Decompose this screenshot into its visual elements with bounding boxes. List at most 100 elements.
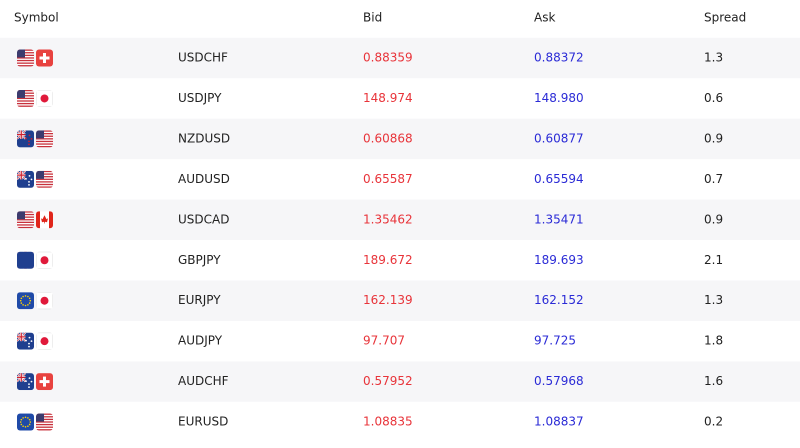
row-background	[0, 118, 800, 160]
canton	[17, 89, 25, 98]
flag-icon	[17, 373, 34, 391]
star	[20, 297, 23, 300]
bg	[17, 292, 34, 310]
ask-price: 162.152	[534, 293, 584, 307]
bid-price: 1.08835	[363, 415, 413, 429]
flag-body	[36, 332, 53, 350]
star	[30, 138, 33, 140]
header-cell: Spread	[704, 11, 746, 25]
star	[28, 143, 30, 146]
star	[28, 336, 31, 339]
stripe	[17, 59, 34, 62]
flag-icon	[36, 130, 53, 148]
star	[20, 418, 23, 421]
symbol: USDCAD	[178, 212, 229, 226]
star	[28, 297, 31, 300]
flag-icon	[36, 373, 53, 391]
sun	[40, 296, 49, 305]
stripe	[17, 219, 34, 221]
star	[28, 302, 31, 304]
spread: 0.7	[704, 172, 723, 186]
stripe	[36, 176, 53, 178]
stripe	[17, 54, 34, 56]
table-row: AUDCHF 0.57952 0.57968 1.6	[0, 361, 800, 402]
flag-icon	[36, 211, 53, 229]
stripe	[17, 89, 34, 92]
flag-body	[17, 211, 34, 229]
bid-price: 97.707	[363, 334, 405, 348]
flag-icon	[17, 89, 34, 107]
flag-body	[36, 170, 53, 188]
row-background	[0, 280, 800, 321]
union-jack	[17, 170, 27, 180]
stripe	[17, 100, 34, 102]
star	[28, 140, 30, 143]
spread: 1.6	[704, 374, 723, 388]
ask-price: 1.35471	[534, 212, 584, 226]
star	[24, 426, 27, 428]
table-row: USDJPY 148.974 148.980 0.6	[17, 89, 723, 107]
canton	[36, 170, 44, 179]
table-row: USDCHF 0.88359 0.88372 1.3	[0, 37, 800, 79]
spread: 1.3	[704, 51, 723, 65]
star	[28, 174, 31, 177]
symbol: USDJPY	[178, 91, 222, 105]
sun	[40, 256, 49, 265]
ask-price: 148.980	[534, 91, 584, 105]
flag-body	[36, 49, 53, 67]
flag-icon	[17, 49, 34, 67]
star	[19, 299, 22, 302]
flag-body	[17, 292, 34, 310]
stripe	[36, 418, 53, 421]
flag-icon	[36, 89, 53, 107]
stripe	[36, 416, 53, 418]
stripe	[36, 413, 53, 415]
stripe	[17, 213, 34, 216]
star	[27, 304, 29, 306]
symbol: EURUSD	[178, 415, 228, 429]
symbol: AUDCHF	[178, 374, 229, 388]
star	[28, 180, 30, 183]
star	[22, 417, 24, 419]
flag-icon	[36, 170, 53, 188]
flag-icon	[17, 211, 34, 229]
flag-body	[17, 413, 34, 431]
star	[28, 418, 31, 421]
table-row: NZDUSD 0.60868 0.60877 0.9	[0, 118, 800, 160]
flag-body	[17, 170, 34, 188]
union-jack	[17, 332, 27, 342]
table-row: AUDUSD 0.65587 0.65594 0.7	[17, 170, 723, 188]
star	[28, 345, 30, 348]
star	[28, 377, 31, 379]
canton	[36, 413, 44, 422]
stripe	[36, 181, 53, 183]
star	[28, 423, 31, 426]
stripe	[17, 92, 34, 94]
star	[28, 342, 30, 345]
star	[22, 295, 24, 298]
stripe	[36, 143, 53, 145]
flag-body	[17, 332, 34, 350]
symbol: AUDJPY	[178, 334, 223, 348]
spread: 0.9	[704, 131, 723, 145]
flag-icon	[36, 292, 53, 310]
flag-body	[36, 251, 53, 269]
bid-price: 0.65587	[363, 172, 413, 186]
bid-price: 0.60868	[363, 131, 413, 145]
stripe	[17, 221, 34, 223]
flag-icon	[36, 332, 53, 350]
star	[24, 416, 27, 419]
cross	[17, 332, 26, 342]
star	[19, 421, 22, 423]
flag-body	[36, 413, 53, 431]
symbol: GBPJPY	[178, 253, 221, 267]
star	[30, 340, 33, 343]
band	[49, 211, 53, 229]
stripe	[17, 49, 34, 51]
bid-price: 1.35462	[363, 212, 413, 226]
flag-body	[17, 49, 34, 67]
bid-price: 148.974	[363, 91, 413, 105]
flag-icon	[36, 49, 53, 67]
flag-icon	[17, 170, 34, 188]
stripe	[36, 146, 53, 148]
